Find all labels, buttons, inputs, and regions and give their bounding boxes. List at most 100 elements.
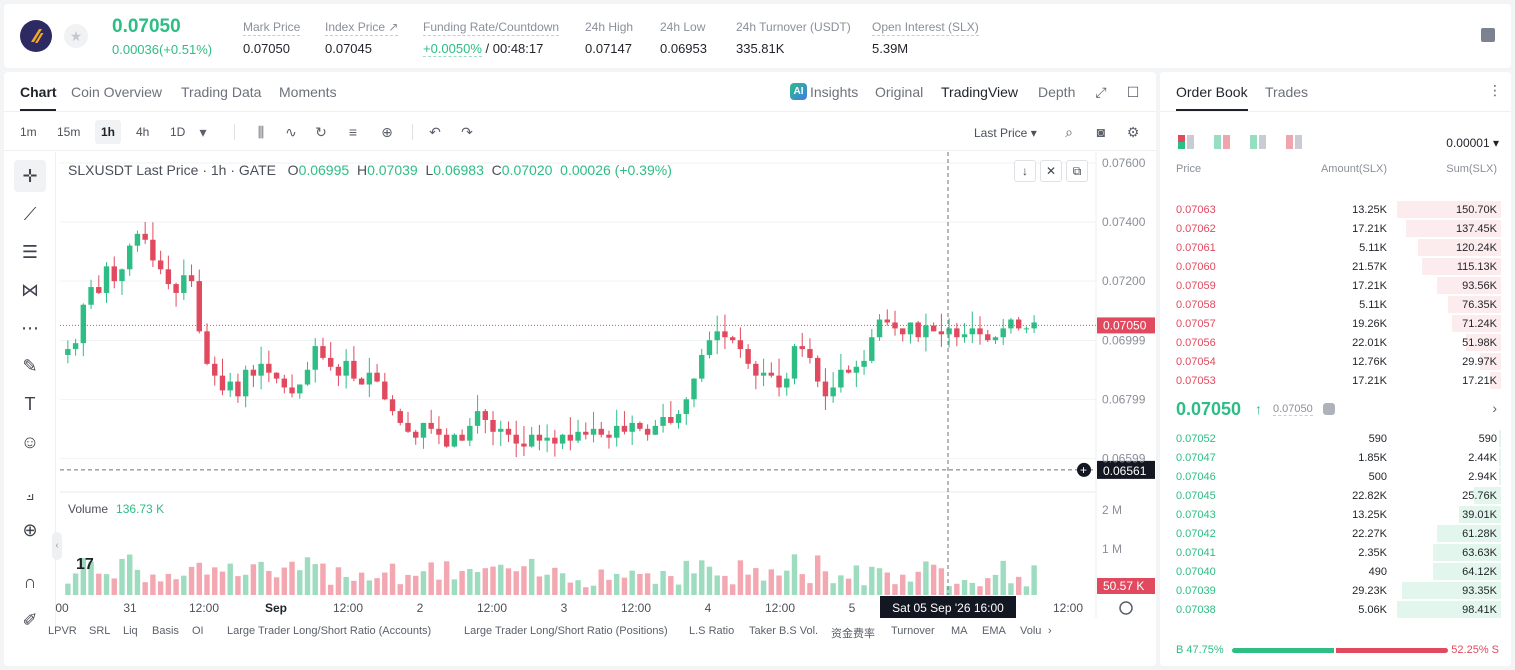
- stat-mark-price[interactable]: Mark Price 0.07050: [243, 18, 301, 56]
- view-insights[interactable]: Insights: [810, 84, 859, 100]
- view-original[interactable]: Original: [875, 84, 924, 100]
- gear-icon[interactable]: ⚙: [1126, 124, 1140, 140]
- expand-icon[interactable]: ⤢: [1095, 84, 1107, 100]
- redo-icon[interactable]: ↷: [461, 124, 473, 140]
- pattern-tool-icon[interactable]: ⋈: [21, 280, 39, 300]
- candle-body: [96, 287, 102, 293]
- tab-trades[interactable]: Trades: [1265, 84, 1309, 100]
- indicator-taker-vol[interactable]: Taker B.S Vol.: [749, 625, 819, 637]
- bid-row[interactable]: 0.07042 22.27K 61.28K: [1160, 524, 1511, 543]
- indicator-oi[interactable]: OI: [192, 625, 204, 637]
- book-mode-split-icon[interactable]: [1214, 135, 1230, 149]
- indicator-ma[interactable]: MA: [951, 625, 968, 637]
- tab-coin-overview[interactable]: Coin Overview: [71, 84, 163, 100]
- book-mode-both-icon[interactable]: [1178, 135, 1194, 149]
- buy-sell-ratio: B 47.75% 52.25% S: [1160, 642, 1511, 660]
- indicator-liq[interactable]: Liq: [123, 625, 138, 637]
- indicator-srl[interactable]: SRL: [89, 625, 111, 637]
- camera-icon[interactable]: ◙: [1096, 124, 1106, 140]
- stat-funding-rate[interactable]: Funding Rate/Countdown +0.0050% / 00:48:…: [423, 18, 560, 57]
- crosshair-tool-icon[interactable]: ✛: [14, 160, 46, 192]
- ask-row[interactable]: 0.07059 17.21K 93.56K: [1160, 276, 1511, 295]
- bid-row[interactable]: 0.07043 13.25K 39.01K: [1160, 505, 1511, 524]
- indicator-turnover[interactable]: Turnover: [891, 625, 935, 637]
- bid-row[interactable]: 0.07047 1.85K 2.44K: [1160, 448, 1511, 467]
- templates-icon[interactable]: ≡: [348, 124, 358, 140]
- timeframe-dropdown-icon[interactable]: ▾: [199, 124, 207, 140]
- brush-tool-icon[interactable]: ✎: [22, 356, 38, 376]
- bid-row[interactable]: 0.07041 2.35K 63.63K: [1160, 543, 1511, 562]
- favorite-star-icon[interactable]: ★: [64, 24, 88, 48]
- replay-icon[interactable]: ↻: [315, 124, 327, 140]
- ask-row[interactable]: 0.07061 5.11K 120.24K: [1160, 238, 1511, 257]
- tab-chart[interactable]: Chart: [20, 84, 57, 100]
- candle-type-icon[interactable]: ⫼: [257, 124, 265, 140]
- ask-row[interactable]: 0.07056 22.01K 51.98K: [1160, 333, 1511, 352]
- view-tradingview[interactable]: TradingView: [941, 84, 1019, 100]
- search-icon[interactable]: ⌕: [1065, 124, 1073, 140]
- stat-open-interest[interactable]: Open Interest (SLX) 5.39M: [872, 18, 979, 56]
- scroll-down-icon[interactable]: ↓: [1014, 160, 1036, 182]
- chevron-right-icon[interactable]: ›: [1492, 400, 1497, 416]
- price-source-select[interactable]: Last Price ▾: [974, 126, 1037, 140]
- tab-moments[interactable]: Moments: [279, 84, 337, 100]
- horizontal-lines-tool-icon[interactable]: ☰: [21, 242, 39, 262]
- indicator-scroll-right-icon[interactable]: ›: [1048, 625, 1052, 637]
- collapse-chart-icon[interactable]: ✕: [1040, 160, 1062, 182]
- volume-bar: [652, 583, 659, 595]
- fib-tool-icon[interactable]: ⋯: [21, 318, 39, 338]
- ask-row[interactable]: 0.07062 17.21K 137.45K: [1160, 219, 1511, 238]
- timeframe-15m[interactable]: 15m: [57, 125, 81, 139]
- bid-row[interactable]: 0.07040 490 64.12K: [1160, 562, 1511, 581]
- bid-row[interactable]: 0.07039 29.23K 93.35K: [1160, 581, 1511, 600]
- collapse-toolbar-icon[interactable]: ‹: [52, 532, 62, 560]
- layout-square-icon[interactable]: ☐: [1126, 84, 1140, 100]
- indicator-ls-ratio[interactable]: L.S Ratio: [689, 625, 735, 637]
- wallet-icon[interactable]: [1481, 28, 1495, 42]
- ask-row[interactable]: 0.07054 12.76K 29.97K: [1160, 352, 1511, 371]
- indicator-ema[interactable]: EMA: [982, 625, 1006, 637]
- book-mode-bids-icon[interactable]: [1250, 135, 1266, 149]
- stat-index-price[interactable]: Index Price ↗ 0.07045: [325, 18, 399, 56]
- ask-row[interactable]: 0.07063 13.25K 150.70K: [1160, 200, 1511, 219]
- trend-line-tool-icon[interactable]: ⟋: [23, 204, 37, 224]
- ask-row[interactable]: 0.07058 5.11K 76.35K: [1160, 295, 1511, 314]
- precision-select[interactable]: 0.00001 ▾: [1446, 136, 1499, 150]
- ask-row[interactable]: 0.07053 17.21K 17.21K: [1160, 371, 1511, 390]
- indicator-lpvr[interactable]: LPVR: [48, 625, 77, 637]
- maximize-chart-icon[interactable]: ⧉: [1066, 160, 1088, 182]
- bid-row[interactable]: 0.07046 500 2.94K: [1160, 467, 1511, 486]
- emoji-tool-icon[interactable]: ☺: [20, 432, 40, 452]
- timeframe-1m[interactable]: 1m: [20, 125, 37, 139]
- bid-row[interactable]: 0.07045 22.82K 25.76K: [1160, 486, 1511, 505]
- candle-body: [621, 425, 628, 432]
- bid-row[interactable]: 0.07038 5.06K 98.41K: [1160, 600, 1511, 619]
- price-chart[interactable]: 0.07050 0.06561 +50.57 K Sat 05 Sep '26 16:…: [4, 152, 1156, 618]
- add-alert-icon[interactable]: ⊕: [381, 124, 393, 140]
- magnet-tool-icon[interactable]: ∩: [23, 572, 37, 592]
- undo-icon[interactable]: ↶: [429, 124, 441, 140]
- ask-row[interactable]: 0.07060 21.57K 115.13K: [1160, 257, 1511, 276]
- indicator-lt-ratio-positions[interactable]: Large Trader Long/Short Ratio (Positions…: [464, 625, 668, 637]
- ask-row[interactable]: 0.07057 19.26K 71.24K: [1160, 314, 1511, 333]
- indicator-funding-rate[interactable]: 资金费率: [831, 628, 875, 640]
- indicator-volume[interactable]: Volu: [1020, 625, 1042, 637]
- candle-body: [985, 334, 991, 341]
- book-mode-asks-icon[interactable]: [1286, 135, 1302, 149]
- ruler-tool-icon[interactable]: ⟓: [25, 484, 35, 504]
- timeframe-4h[interactable]: 4h: [136, 125, 150, 139]
- timeframe-1d[interactable]: 1D: [170, 125, 186, 139]
- timeframe-1h[interactable]: 1h: [95, 120, 122, 144]
- indicator-lt-ratio-accounts[interactable]: Large Trader Long/Short Ratio (Accounts): [227, 625, 432, 637]
- indicator-basis[interactable]: Basis: [152, 625, 179, 637]
- tab-trading-data[interactable]: Trading Data: [181, 84, 262, 100]
- bid-row[interactable]: 0.07052 590 590: [1160, 429, 1511, 448]
- more-options-icon[interactable]: ⋮: [1488, 82, 1502, 98]
- zoom-in-tool-icon[interactable]: ⊕: [22, 520, 38, 540]
- ask-amount: 19.26K: [1352, 318, 1387, 330]
- text-tool-icon[interactable]: T: [24, 394, 36, 414]
- view-depth[interactable]: Depth: [1038, 84, 1076, 100]
- lock-drawing-icon[interactable]: ✐: [22, 610, 38, 630]
- tab-order-book[interactable]: Order Book: [1176, 84, 1248, 100]
- indicators-icon[interactable]: ∿: [285, 124, 297, 140]
